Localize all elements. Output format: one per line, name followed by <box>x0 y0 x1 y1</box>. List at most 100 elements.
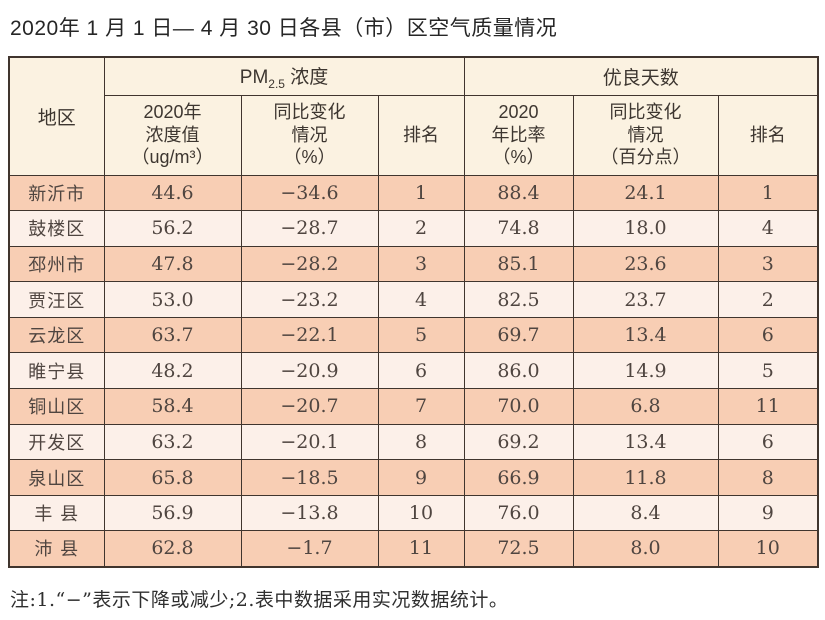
pm-rank-cell: 3 <box>377 245 465 283</box>
good-rank-cell: 10 <box>717 530 819 568</box>
footnote: 注:1.“−”表示下降或减少;2.表中数据采用实况数据统计。 <box>10 588 509 611</box>
region-cell: 泉山区 <box>8 459 105 496</box>
good-rank-cell: 6 <box>717 423 819 461</box>
pm-rank-cell: 9 <box>377 459 465 496</box>
pm25-label-suffix: 浓度 <box>284 66 329 88</box>
table-row: 新沂市 44.6 −34.6 1 88.4 24.1 1 <box>8 174 819 212</box>
good-change-cell: 18.0 <box>572 210 719 247</box>
pm-value-cell: 65.8 <box>103 459 242 496</box>
table-header: 地区 PM2.5 浓度 优良天数 2020年 浓度值 （ug/m³） 同比变化 … <box>8 56 819 176</box>
pm-rank-cell: 2 <box>377 210 465 247</box>
pm-change-cell: −28.7 <box>240 210 379 247</box>
good-change-cell: 14.9 <box>572 352 719 390</box>
table-row: 沛 县 62.8 −1.7 11 72.5 8.0 10 <box>8 530 819 568</box>
good-rate-cell: 69.7 <box>463 316 574 354</box>
good-change-cell: 6.8 <box>572 388 719 425</box>
pm-change-cell: −1.7 <box>240 530 379 568</box>
good-rate-cell: 72.5 <box>463 530 574 568</box>
good-rank-cell: 6 <box>717 316 819 354</box>
col-header-good-rank: 排名 <box>717 94 819 176</box>
pm-rank-cell: 1 <box>377 174 465 212</box>
col-header-region: 地区 <box>8 56 105 176</box>
region-cell: 开发区 <box>8 423 105 461</box>
page-title: 2020年 1 月 1 日— 4 月 30 日各县（市）区空气质量情况 <box>10 17 558 40</box>
pm25-subscript: 2.5 <box>268 76 285 91</box>
table-body: 新沂市 44.6 −34.6 1 88.4 24.1 1 鼓楼区 56.2 −28.7 2 74.8 1… <box>8 174 819 568</box>
good-rate-cell: 69.2 <box>463 423 574 461</box>
header-group-row: 地区 PM2.5 浓度 优良天数 <box>8 56 819 176</box>
pm-change-cell: −22.1 <box>240 316 379 354</box>
good-rate-cell: 74.8 <box>463 210 574 247</box>
table-row: 贾汪区 53.0 −23.2 4 82.5 23.7 2 <box>8 281 819 318</box>
header-sub-row: 2020年 浓度值 （ug/m³） 同比变化 情况 （%） 排名 2020 年比… <box>9 94 819 176</box>
good-rank-cell: 11 <box>717 388 819 425</box>
col-header-pm-change: 同比变化 情况 （%） <box>240 94 379 176</box>
pm-change-cell: −28.2 <box>240 245 379 283</box>
pm-value-cell: 62.8 <box>103 530 242 568</box>
region-cell: 邳州市 <box>8 245 105 283</box>
region-cell: 睢宁县 <box>8 352 105 390</box>
pm-rank-cell: 8 <box>377 423 465 461</box>
good-change-cell: 8.0 <box>572 530 719 568</box>
col-header-pm-value: 2020年 浓度值 （ug/m³） <box>103 94 242 176</box>
region-cell: 丰 县 <box>8 494 105 532</box>
region-cell: 新沂市 <box>8 174 105 212</box>
region-cell: 云龙区 <box>8 316 105 354</box>
good-rank-cell: 9 <box>717 494 819 532</box>
good-change-cell: 13.4 <box>572 423 719 461</box>
table-row: 丰 县 56.9 −13.8 10 76.0 8.4 9 <box>8 494 819 532</box>
pm-rank-cell: 10 <box>377 494 465 532</box>
pm-rank-cell: 6 <box>377 352 465 390</box>
table-row: 泉山区 65.8 −18.5 9 66.9 11.8 8 <box>8 459 819 496</box>
table-row: 开发区 63.2 −20.1 8 69.2 13.4 6 <box>8 423 819 461</box>
pm-change-cell: −18.5 <box>240 459 379 496</box>
good-rate-cell: 76.0 <box>463 494 574 532</box>
region-cell: 贾汪区 <box>8 281 105 318</box>
region-cell: 沛 县 <box>8 530 105 568</box>
region-cell: 铜山区 <box>8 388 105 425</box>
good-change-cell: 23.6 <box>572 245 719 283</box>
col-group-good-days: 优良天数 <box>463 56 819 96</box>
good-rank-cell: 5 <box>717 352 819 390</box>
pm-rank-cell: 5 <box>377 316 465 354</box>
good-change-cell: 11.8 <box>572 459 719 496</box>
pm-change-cell: −20.9 <box>240 352 379 390</box>
col-header-good-change: 同比变化 情况 （百分点） <box>572 94 719 176</box>
good-change-cell: 23.7 <box>572 281 719 318</box>
pm-value-cell: 48.2 <box>103 352 242 390</box>
pm-rank-cell: 7 <box>377 388 465 425</box>
pm-change-cell: −34.6 <box>240 174 379 212</box>
pm-change-cell: −23.2 <box>240 281 379 318</box>
good-rank-cell: 8 <box>717 459 819 496</box>
col-header-good-rate: 2020 年比率 （%） <box>463 94 574 176</box>
col-header-pm-rank: 排名 <box>377 94 465 176</box>
table-row: 邳州市 47.8 −28.2 3 85.1 23.6 3 <box>8 245 819 283</box>
table-row: 铜山区 58.4 −20.7 7 70.0 6.8 11 <box>8 388 819 425</box>
good-rate-cell: 70.0 <box>463 388 574 425</box>
table-row: 睢宁县 48.2 −20.9 6 86.0 14.9 5 <box>8 352 819 390</box>
air-quality-table: 地区 PM2.5 浓度 优良天数 2020年 浓度值 （ug/m³） 同比变化 … <box>8 56 819 568</box>
pm-value-cell: 63.7 <box>103 316 242 354</box>
table-row: 鼓楼区 56.2 −28.7 2 74.8 18.0 4 <box>8 210 819 247</box>
table-row: 云龙区 63.7 −22.1 5 69.7 13.4 6 <box>8 316 819 354</box>
pm-value-cell: 53.0 <box>103 281 242 318</box>
pm-value-cell: 63.2 <box>103 423 242 461</box>
pm-value-cell: 58.4 <box>103 388 242 425</box>
pm-rank-cell: 11 <box>377 530 465 568</box>
good-rate-cell: 88.4 <box>463 174 574 212</box>
pm-change-cell: −20.1 <box>240 423 379 461</box>
good-rank-cell: 2 <box>717 281 819 318</box>
good-change-cell: 8.4 <box>572 494 719 532</box>
good-rate-cell: 66.9 <box>463 459 574 496</box>
good-rate-cell: 85.1 <box>463 245 574 283</box>
pm-value-cell: 56.2 <box>103 210 242 247</box>
pm-value-cell: 44.6 <box>103 174 242 212</box>
pm-change-cell: −20.7 <box>240 388 379 425</box>
good-rank-cell: 3 <box>717 245 819 283</box>
good-change-cell: 13.4 <box>572 316 719 354</box>
good-rate-cell: 86.0 <box>463 352 574 390</box>
region-cell: 鼓楼区 <box>8 210 105 247</box>
pm-rank-cell: 4 <box>377 281 465 318</box>
pm-value-cell: 56.9 <box>103 494 242 532</box>
